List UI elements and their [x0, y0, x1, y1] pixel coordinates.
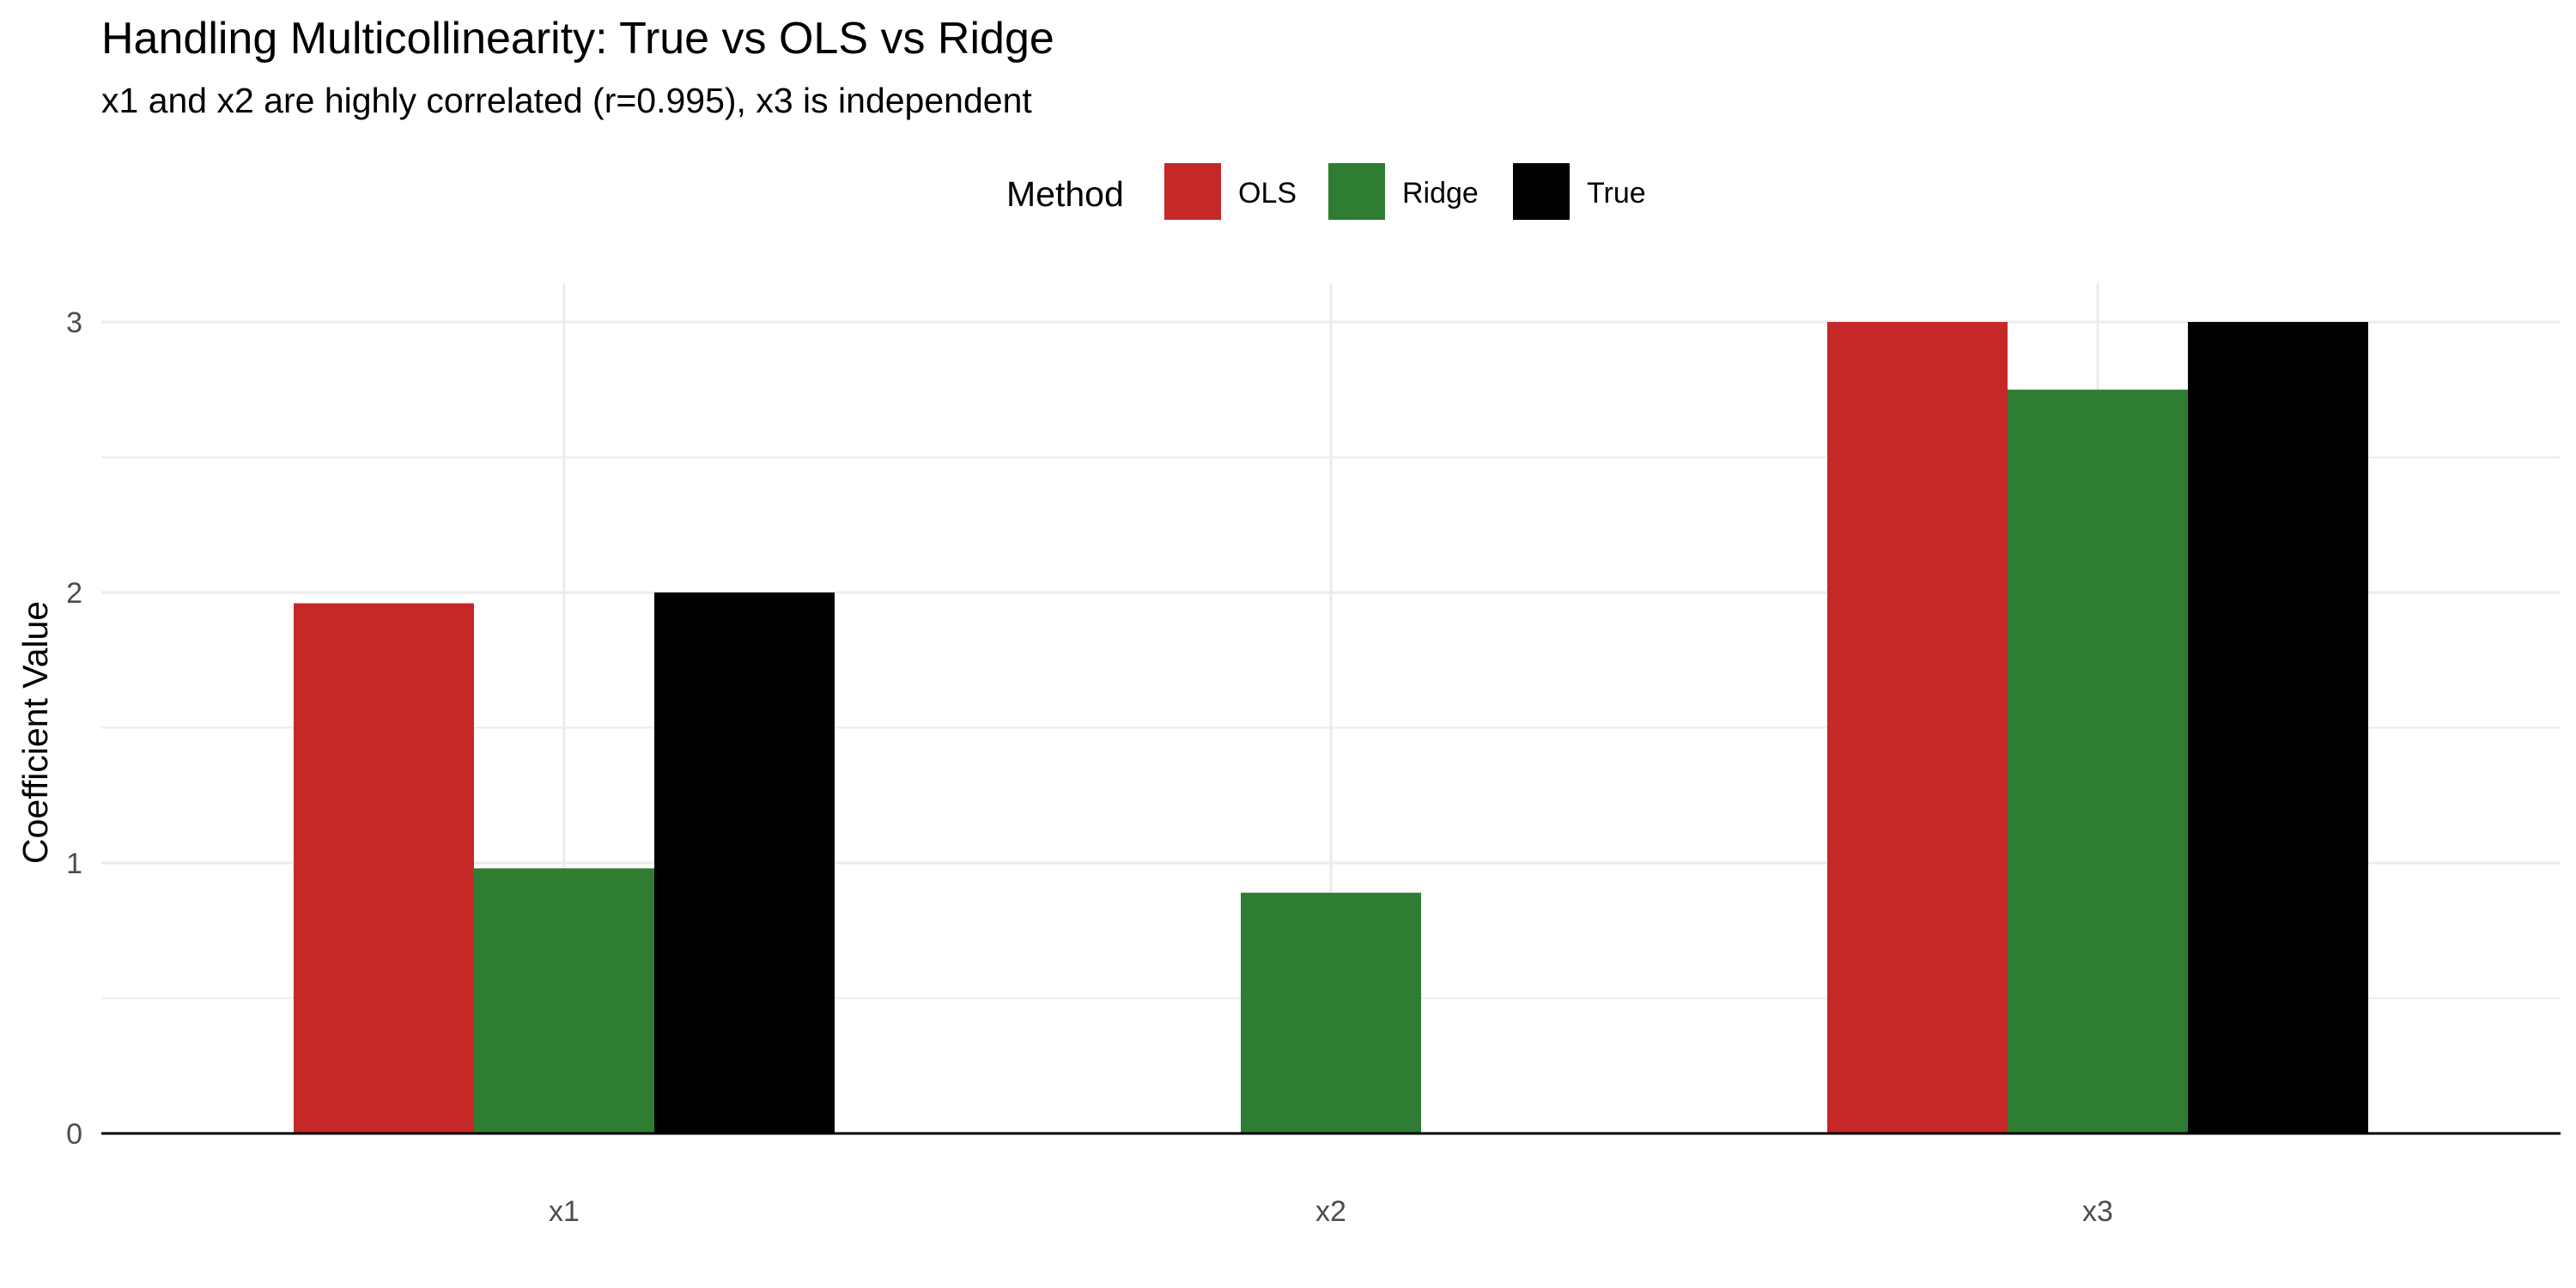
legend-label-ridge: Ridge: [1402, 177, 1479, 210]
legend-key-ridge: [1328, 163, 1385, 220]
x-tick-label: x3: [2082, 1195, 2113, 1228]
bar-ridge-x2: [1241, 892, 1421, 1133]
y-axis-ticks: 0 1 2 3: [66, 307, 82, 1151]
legend: Method OLS Ridge True: [1006, 163, 1646, 220]
y-tick-label: 0: [66, 1118, 82, 1151]
bar-ridge-x3: [2008, 389, 2188, 1133]
x-tick-label: x2: [1315, 1195, 1346, 1228]
bar-ridge-x1: [474, 868, 654, 1133]
bar-ols-x3: [1827, 322, 2008, 1133]
x-axis-ticks: x1 x2 x3: [549, 1195, 2113, 1228]
legend-label-true: True: [1587, 177, 1646, 210]
legend-key-ols: [1164, 163, 1221, 220]
chart-title: Handling Multicollinearity: True vs OLS …: [101, 14, 1054, 64]
legend-title: Method: [1006, 174, 1124, 214]
bar-true-x1: [654, 592, 835, 1133]
y-axis-title: Coefficient Value: [15, 601, 55, 864]
bar-true-x3: [2188, 322, 2368, 1133]
x-tick-label: x1: [549, 1195, 580, 1228]
bars: [294, 322, 2368, 1133]
y-tick-label: 1: [66, 848, 82, 880]
y-tick-label: 2: [66, 577, 82, 610]
bar-ols-x1: [294, 603, 474, 1133]
legend-key-true: [1513, 163, 1570, 220]
chart-subtitle: x1 and x2 are highly correlated (r=0.995…: [101, 81, 1032, 120]
legend-label-ols: OLS: [1238, 177, 1297, 210]
y-tick-label: 3: [66, 307, 82, 339]
